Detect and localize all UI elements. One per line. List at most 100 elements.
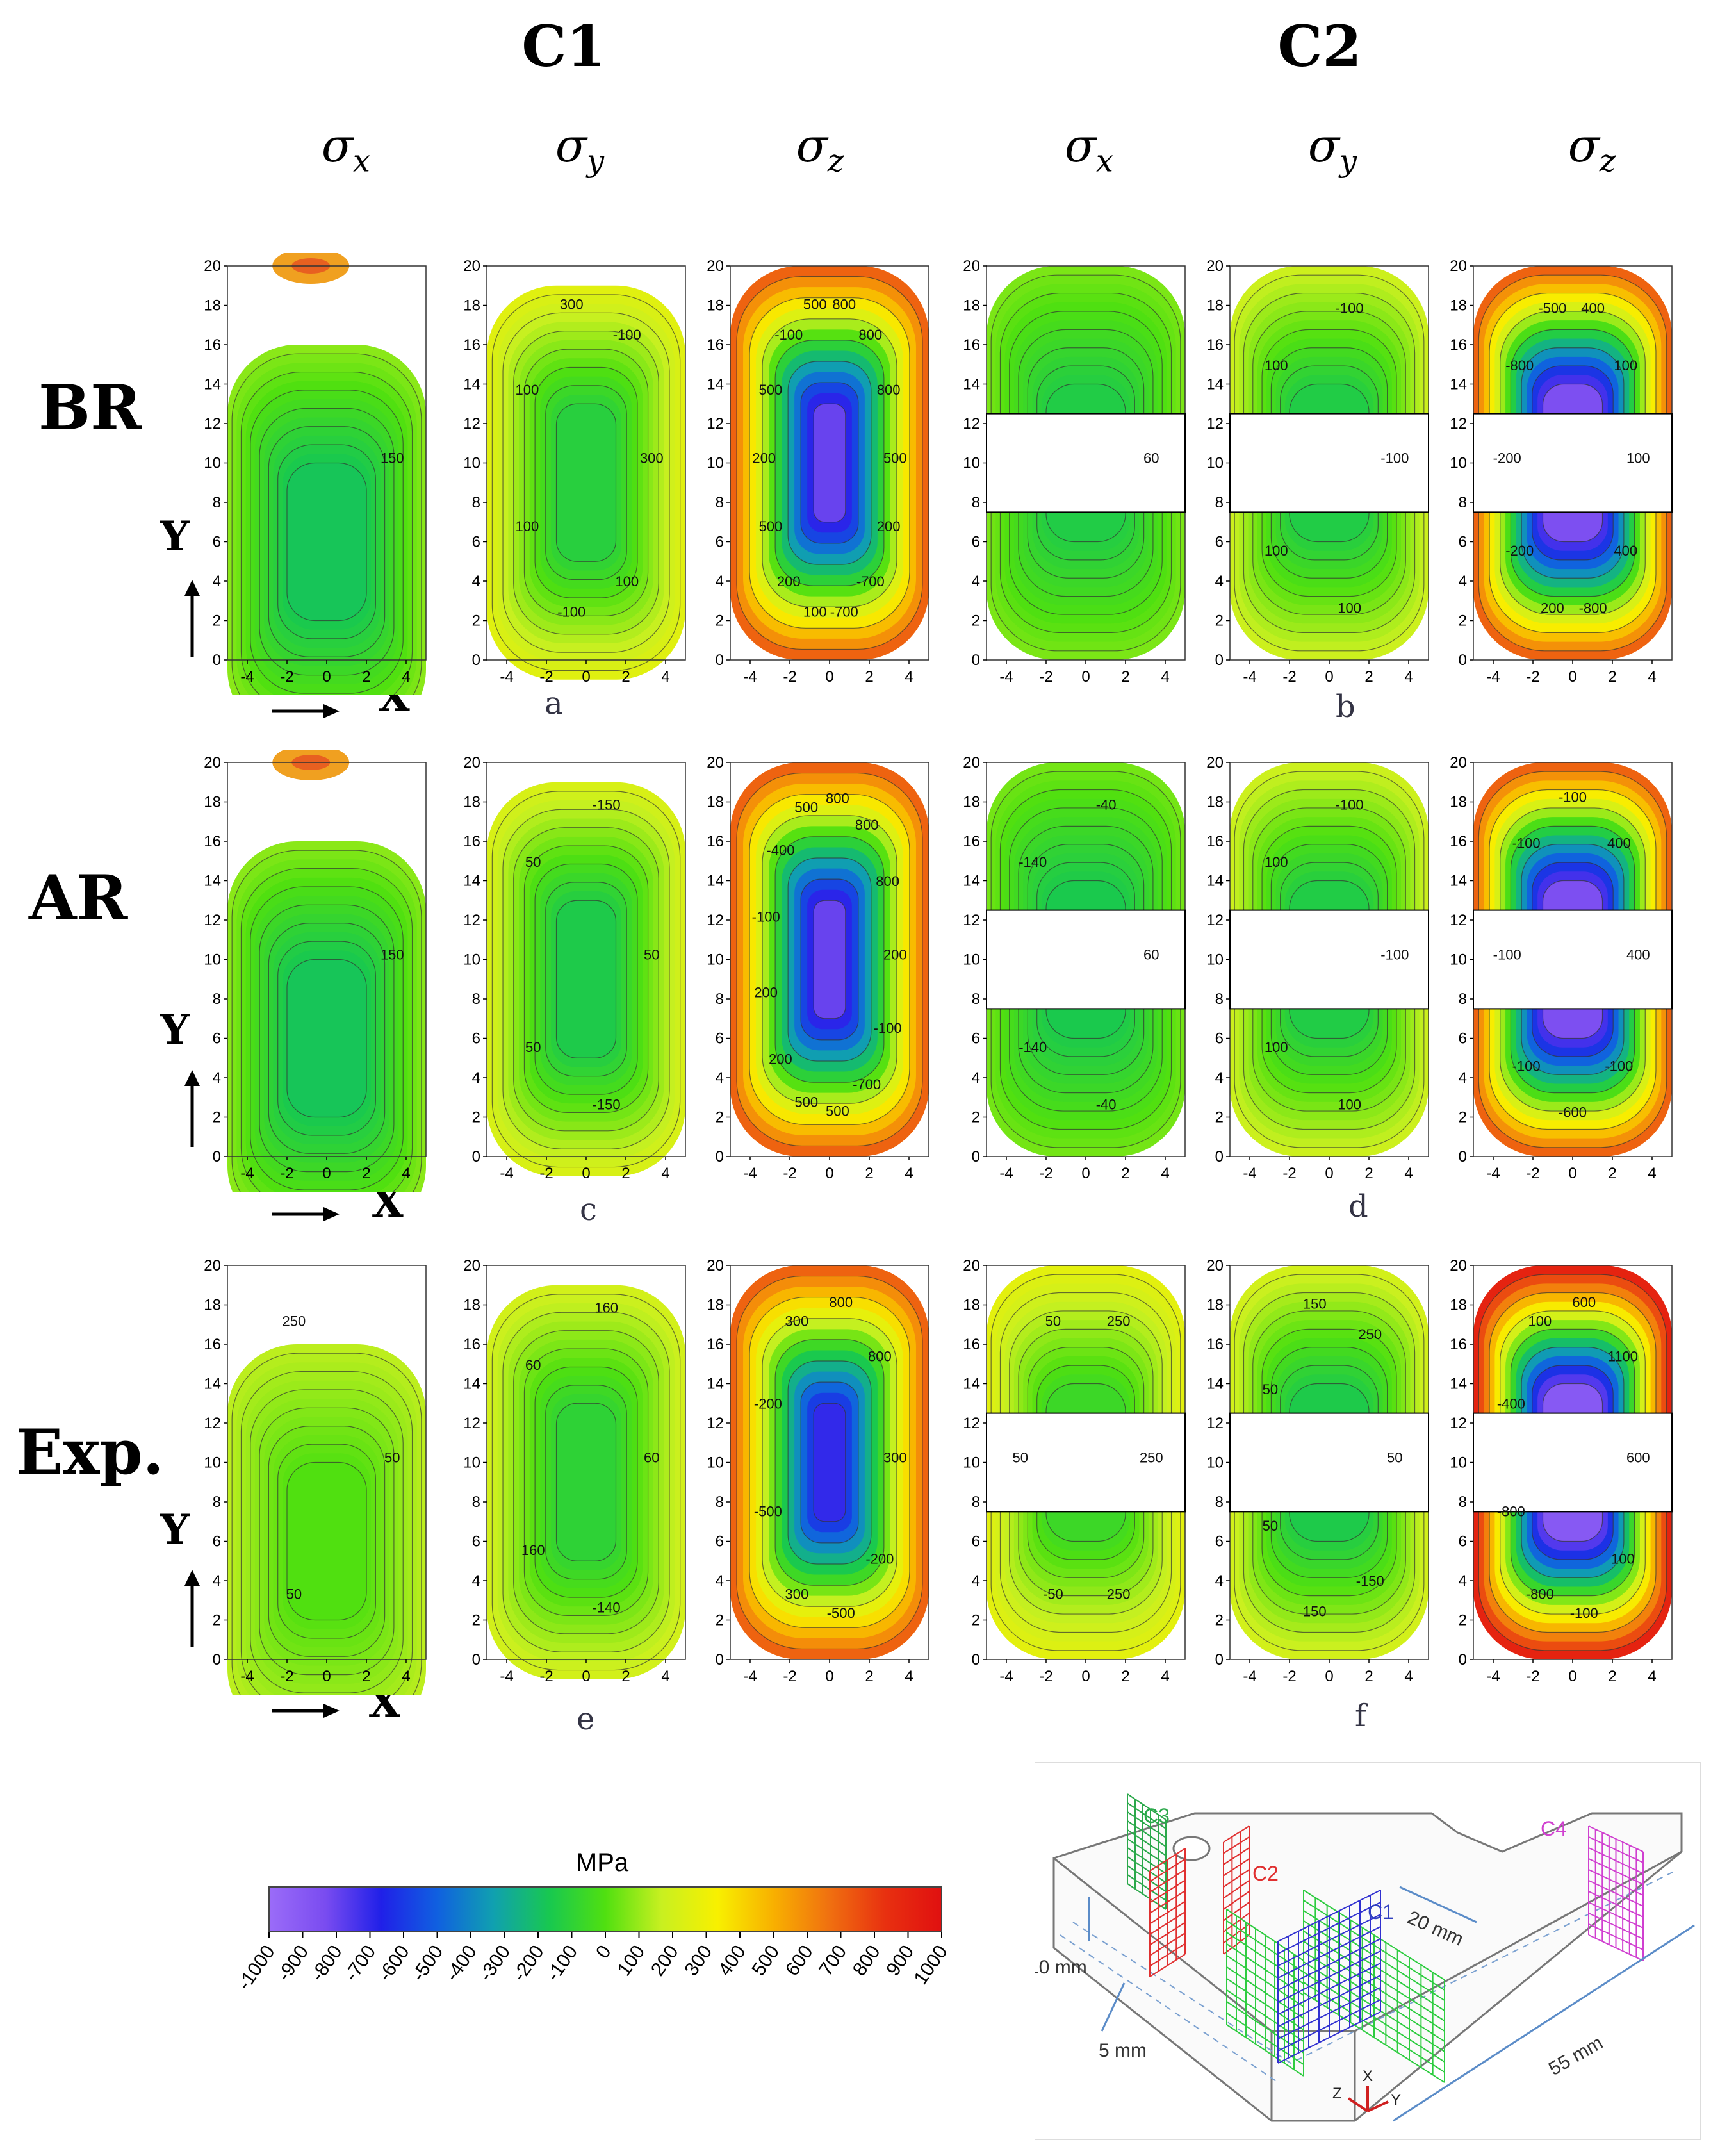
y-tick-label: 18: [1206, 1297, 1224, 1314]
y-tick-label: 8: [972, 991, 980, 1008]
x-tick-label: 4: [1648, 668, 1656, 686]
contour-label: 800: [877, 382, 901, 398]
y-tick-label: 0: [213, 1651, 221, 1668]
contour-label: 160: [594, 1300, 618, 1316]
x-tick-label: -4: [743, 1668, 757, 1685]
y-tick-label: 18: [1206, 297, 1224, 315]
colorbar-tick-label: 500: [748, 1941, 783, 1980]
y-tick-label: 16: [1450, 336, 1467, 354]
y-tick-label: 16: [707, 833, 724, 850]
y-tick-label: 8: [472, 991, 480, 1008]
colorbar-tick-label: 300: [680, 1941, 716, 1980]
x-tick-label: -2: [1282, 1165, 1296, 1182]
x-tick-label: -2: [783, 1165, 796, 1182]
x-tick-label: -4: [1243, 1668, 1256, 1685]
x-tick-label: 2: [1121, 1165, 1129, 1182]
contour-label: 300: [640, 450, 664, 466]
y-tick-label: 0: [1459, 652, 1467, 669]
contour-label: -150: [593, 1096, 621, 1112]
x-tick-label: -4: [1486, 1165, 1500, 1182]
contour-band: [813, 403, 846, 523]
y-tick-label: 16: [1450, 1336, 1467, 1353]
contour-band: [286, 959, 367, 1118]
y-tick-label: 14: [963, 376, 980, 393]
contour-label: -700: [830, 604, 858, 620]
x-tick-label: -2: [539, 1668, 553, 1685]
contour-label: 50: [384, 1450, 400, 1466]
y-tick-label: 2: [716, 1612, 724, 1629]
y-tick-label: 4: [716, 1069, 724, 1087]
x-tick-label: -4: [999, 1165, 1013, 1182]
y-tick-label: 10: [707, 951, 724, 969]
y-tick-label: 2: [1459, 1612, 1467, 1629]
y-tick-label: 6: [1215, 1030, 1224, 1048]
y-tick-label: 2: [972, 1109, 980, 1126]
y-tick-label: 6: [716, 1030, 724, 1048]
panel-letter-f: f: [1355, 1698, 1366, 1734]
triad-y-label: Y: [1391, 2091, 1401, 2109]
x-tick-label: -2: [1526, 1165, 1539, 1182]
lower-dashed-line: [1060, 1934, 1279, 2083]
contour-label: -100: [1512, 1058, 1541, 1074]
x-tick-label: -4: [1486, 668, 1500, 686]
y-tick-label: 0: [716, 1651, 724, 1668]
y-tick-label: 16: [204, 833, 221, 850]
y-tick-label: 10: [963, 951, 980, 969]
contour-panel-ar-c1-sigma-y: 0 2 4 6 8 10 12 14 16 18 20 -4 -2 0 2 4 50 -150 50 50 -150: [463, 754, 686, 1182]
x-tick-label: 4: [402, 668, 410, 686]
x-tick-label: 4: [905, 668, 913, 686]
y-tick-label: 18: [1450, 1297, 1467, 1314]
x-tick-label: -2: [1526, 1668, 1539, 1685]
contour-label: 200: [877, 518, 901, 534]
y-tick-label: 18: [963, 1297, 980, 1314]
y-tick-label: 2: [472, 1109, 480, 1126]
y-tick-label: 4: [1459, 1572, 1467, 1590]
y-tick-label: 8: [972, 494, 980, 511]
y-tick-label: 16: [204, 1336, 221, 1353]
cut-label-c2: C2: [1252, 1862, 1279, 1885]
contour-panel-br-c2-sigma-y: 0 2 4 6 8 10 12 14 16 18 20 -4 -2 0 2 4 -100 100 100 100 -10…: [1206, 258, 1429, 686]
y-tick-label: 4: [716, 1572, 724, 1590]
x-tick-label: 0: [322, 1165, 331, 1182]
y-tick-label: 20: [1450, 258, 1467, 275]
y-arrow-head: [184, 1070, 200, 1086]
y-tick-label: 6: [213, 1533, 221, 1551]
c2-hole-gap: [1473, 1412, 1673, 1513]
y-tick-label: 8: [472, 494, 480, 511]
contour-band: [555, 403, 617, 562]
y-tick-label: 10: [707, 1454, 724, 1472]
y-tick-label: 8: [1215, 991, 1224, 1008]
dim-label-10mm: 10 mm: [1035, 1957, 1087, 1978]
y-tick-label: 14: [963, 873, 980, 890]
x-tick-label: 4: [661, 668, 669, 686]
x-tick-label: 4: [402, 1165, 410, 1182]
y-tick-label: 16: [1206, 336, 1224, 354]
x-arrow-head: [323, 704, 340, 718]
contour-label: 100: [1265, 854, 1288, 870]
colorbar-tick-label: -900: [274, 1941, 313, 1985]
y-tick-label: 0: [472, 1148, 480, 1165]
x-tick-label: 0: [825, 1668, 833, 1685]
contour-panel-ar-c1-sigma-x: 0 2 4 6 8 10 12 14 16 18 20 -4 -2 0 2 4 150: [204, 750, 427, 1192]
axis-hint-arrows: [184, 1570, 340, 1718]
y-tick-label: 12: [707, 912, 724, 929]
y-tick-label: 0: [716, 652, 724, 669]
contour-label: 50: [525, 1039, 541, 1055]
c2-hole-gap: [1473, 909, 1673, 1010]
y-tick-label: 6: [472, 1533, 480, 1551]
contour-label: -100: [1559, 789, 1587, 805]
contour-label: 400: [1614, 543, 1637, 559]
x-tick-label: 2: [865, 1668, 873, 1685]
y-tick-label: 14: [963, 1376, 980, 1393]
y-tick-label: 10: [1206, 455, 1224, 472]
contour-label: 100: [1338, 600, 1361, 616]
y-tick-label: 2: [1215, 613, 1224, 630]
x-tick-label: 0: [1325, 668, 1333, 686]
y-tick-label: 0: [1215, 652, 1224, 669]
contour-label: -200: [865, 1551, 894, 1567]
contour-label: 300: [785, 1586, 808, 1602]
x-tick-label: -4: [999, 668, 1013, 686]
y-tick-label: 12: [1450, 1415, 1467, 1432]
colorbar-title: MPa: [576, 1848, 629, 1877]
contour-label: -100: [557, 604, 585, 620]
